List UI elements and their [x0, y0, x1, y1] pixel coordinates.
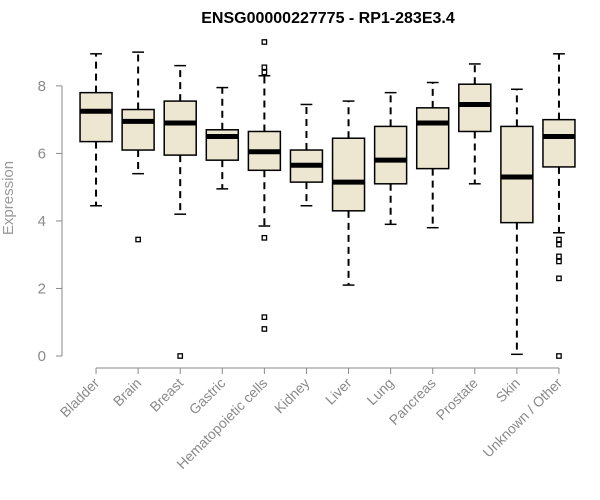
iqr-box	[500, 125, 534, 224]
box-pancreas	[415, 81, 450, 229]
outlier-point	[556, 353, 562, 359]
x-tick-label: Lung	[363, 375, 396, 408]
outlier-point	[556, 275, 562, 282]
box-kidney	[289, 103, 324, 207]
x-tick-label: Brain	[110, 375, 144, 409]
outlier-point	[556, 253, 562, 260]
y-tick-label: 4	[38, 213, 46, 230]
box-lung	[373, 91, 408, 226]
outlier-point	[556, 241, 562, 248]
y-tick-label: 0	[38, 348, 46, 365]
outlier-point	[135, 236, 141, 243]
y-axis-label: Expression	[0, 161, 17, 235]
iqr-box	[542, 118, 576, 168]
x-tick-label: Kidney	[271, 375, 313, 417]
outlier-point	[261, 326, 268, 332]
iqr-box	[415, 107, 450, 170]
box-hematopoietic-cells	[247, 39, 282, 332]
box-gastric	[205, 86, 240, 190]
y-axis: 0 2 4 6 8	[38, 78, 63, 365]
y-tick-label: 6	[38, 145, 46, 162]
box-liver	[331, 100, 366, 286]
box-breast	[163, 64, 197, 359]
iqr-box	[373, 125, 408, 185]
chart-title: ENSG00000227775 - RP1-283E3.4	[201, 10, 455, 27]
iqr-box	[121, 108, 155, 151]
box-skin	[500, 88, 534, 356]
x-tick-label: Prostate	[433, 375, 481, 423]
outlier-point	[261, 69, 268, 76]
boxplot-series	[79, 39, 576, 359]
outlier-point	[556, 258, 562, 265]
iqr-box	[163, 100, 197, 156]
box-prostate	[458, 63, 492, 185]
iqr-box	[458, 83, 492, 133]
outlier-point	[261, 314, 268, 321]
outlier-point	[261, 39, 268, 45]
outlier-point	[556, 236, 562, 243]
iqr-box	[79, 91, 113, 143]
y-tick-label: 8	[38, 78, 46, 95]
outlier-point	[261, 64, 268, 71]
y-tick-label: 2	[38, 280, 46, 297]
x-tick-label: Pancreas	[386, 375, 439, 428]
box-bladder	[79, 53, 113, 207]
x-tick-label: Liver	[322, 375, 355, 408]
x-tick-label: Bladder	[57, 375, 103, 421]
x-tick-label: Breast	[146, 375, 186, 415]
x-tick-label: Unknown / Other	[479, 375, 565, 461]
outlier-point	[177, 353, 184, 359]
box-unknown-other	[542, 53, 576, 359]
outlier-point	[261, 234, 268, 241]
box-brain	[121, 51, 155, 243]
x-tick-label: Skin	[492, 375, 523, 406]
iqr-box	[331, 137, 366, 212]
